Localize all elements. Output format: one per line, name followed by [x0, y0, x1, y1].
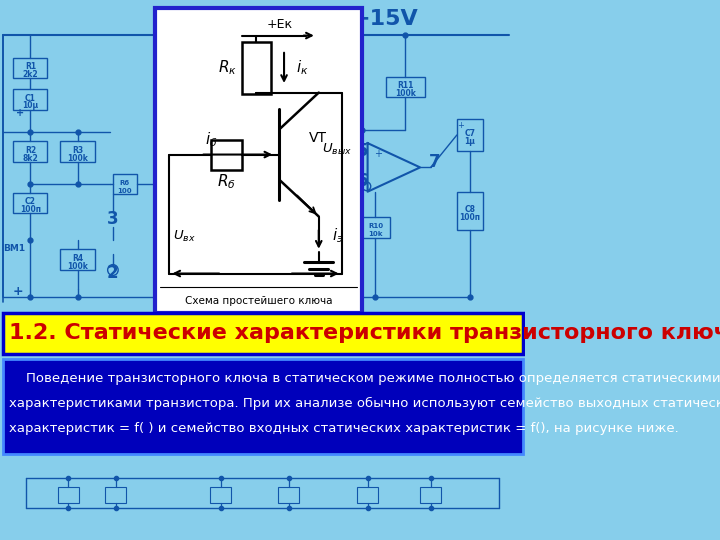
Text: +: + [458, 121, 464, 130]
Text: 100k: 100k [395, 89, 416, 98]
Bar [13, 58, 48, 78]
Text: R2: R2 [25, 146, 36, 155]
Bar [210, 487, 231, 503]
Text: 10k: 10k [368, 231, 383, 237]
Text: 6: 6 [356, 172, 368, 190]
Bar [457, 192, 483, 230]
Bar [105, 487, 126, 503]
Bar [242, 42, 271, 93]
Text: 8k2: 8k2 [22, 154, 38, 163]
Text: $i_б$: $i_б$ [204, 130, 217, 149]
Text: $U_{вых}$: $U_{вых}$ [323, 141, 353, 157]
Bar [386, 77, 426, 97]
Text: +: + [16, 109, 24, 118]
Text: характеристиками транзистора. При их анализе обычно используют семейство выходны: характеристиками транзистора. При их ана… [9, 397, 720, 410]
Bar [13, 89, 48, 110]
Bar [420, 487, 441, 503]
Text: R10: R10 [368, 223, 383, 230]
Bar [361, 217, 390, 238]
Text: Схема простейшего ключа: Схема простейшего ключа [185, 296, 333, 306]
Text: $U_{вх}$: $U_{вх}$ [173, 230, 195, 245]
Bar [60, 249, 94, 270]
Text: 1.2. Статические характеристики транзисторного ключа.: 1.2. Статические характеристики транзист… [9, 323, 720, 343]
Text: C1: C1 [25, 94, 36, 103]
Text: $i_э$: $i_э$ [332, 226, 343, 245]
Text: R6: R6 [120, 180, 130, 186]
Bar [357, 487, 378, 503]
Text: R4: R4 [72, 254, 84, 263]
Text: 3: 3 [107, 210, 119, 228]
Text: ВМ1: ВМ1 [3, 244, 24, 253]
Text: R11: R11 [397, 82, 413, 90]
Text: 2k2: 2k2 [22, 70, 38, 79]
Text: +: + [13, 285, 24, 298]
Text: 100k: 100k [67, 262, 88, 271]
Text: 100п: 100п [459, 213, 480, 221]
Text: C2: C2 [25, 198, 36, 206]
Text: R3: R3 [72, 146, 84, 155]
Text: +15V: +15V [352, 9, 418, 29]
Bar [58, 487, 78, 503]
Text: 100k: 100k [67, 154, 88, 163]
Text: +: + [374, 149, 382, 159]
Text: 7: 7 [429, 153, 441, 171]
Bar [60, 141, 94, 162]
Text: характеристик = f( ) и семейство входных статических характеристик = f(), на рис: характеристик = f( ) и семейство входных… [9, 422, 679, 435]
Text: 100п: 100п [20, 205, 41, 214]
Bar [279, 487, 300, 503]
Bar [211, 140, 243, 170]
Text: 100: 100 [117, 187, 132, 194]
Text: Поведение транзисторного ключа в статическом режиме полностью определяется стати: Поведение транзисторного ключа в статиче… [9, 373, 720, 386]
Text: $R_б$: $R_б$ [217, 172, 236, 191]
Text: 5: 5 [356, 142, 368, 160]
Text: C7: C7 [464, 130, 475, 138]
Bar [13, 193, 48, 213]
FancyBboxPatch shape [3, 313, 523, 354]
Text: $i_к$: $i_к$ [296, 58, 308, 77]
Text: 2: 2 [107, 264, 119, 282]
FancyBboxPatch shape [3, 359, 523, 454]
Text: $R_к$: $R_к$ [218, 58, 237, 77]
Text: C8: C8 [464, 205, 475, 214]
Bar [457, 119, 483, 151]
Text: 10μ: 10μ [22, 102, 39, 110]
Bar [13, 141, 48, 162]
FancyBboxPatch shape [155, 8, 362, 313]
Text: R1: R1 [25, 63, 36, 71]
Text: 1μ: 1μ [464, 137, 475, 146]
Bar [113, 174, 137, 194]
Text: +Ек: +Ек [266, 18, 292, 31]
Text: VT: VT [308, 131, 326, 145]
